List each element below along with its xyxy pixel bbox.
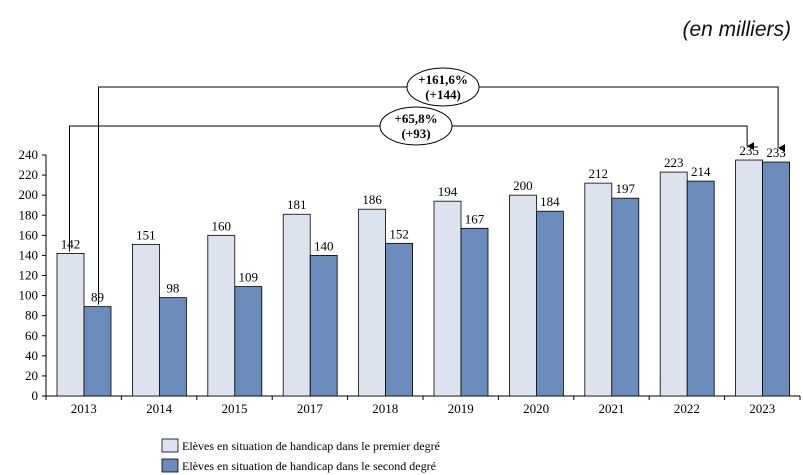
legend-swatch-2 bbox=[161, 458, 179, 473]
bar-series-1 bbox=[282, 213, 311, 397]
x-tick-label: 2013 bbox=[71, 401, 97, 416]
data-label: 140 bbox=[314, 238, 334, 253]
legend-label-1: Elèves en situation de handicap dans le … bbox=[182, 439, 440, 453]
x-tick-label: 2015 bbox=[222, 401, 248, 416]
data-label: 223 bbox=[664, 155, 684, 170]
bar-series-1 bbox=[56, 253, 85, 397]
x-tick-label: 2022 bbox=[674, 401, 700, 416]
data-label: 98 bbox=[166, 281, 179, 296]
x-tick-label: 2014 bbox=[146, 401, 173, 416]
bar-series-2 bbox=[536, 210, 564, 397]
data-label: 142 bbox=[61, 236, 81, 251]
data-label: 235 bbox=[739, 143, 759, 158]
data-label: 184 bbox=[540, 194, 560, 209]
y-tick-label: 0 bbox=[32, 388, 39, 403]
y-tick-label: 80 bbox=[25, 308, 38, 323]
x-tick-label: 2021 bbox=[599, 401, 625, 416]
y-tick-label: 240 bbox=[19, 147, 39, 162]
annotations: +161,6%(+144) +65,8%(+93) bbox=[69, 67, 786, 305]
y-tick-label: 160 bbox=[19, 227, 39, 242]
data-label: 212 bbox=[589, 166, 609, 181]
bar-series-1 bbox=[659, 171, 688, 397]
data-label: 181 bbox=[287, 197, 307, 212]
bar-series-2 bbox=[309, 255, 338, 397]
y-tick-label: 120 bbox=[19, 268, 39, 283]
y-tick-label: 200 bbox=[19, 187, 39, 202]
legend-swatch-1 bbox=[161, 438, 179, 453]
data-label: 109 bbox=[239, 270, 259, 285]
data-label: 214 bbox=[691, 164, 711, 179]
x-tick-label: 2023 bbox=[749, 401, 775, 416]
bar-series-1 bbox=[735, 159, 763, 397]
data-label: 194 bbox=[438, 184, 458, 199]
y-tick-label: 20 bbox=[25, 368, 38, 383]
annotation-ellipse bbox=[379, 106, 453, 146]
bar-series-1 bbox=[508, 194, 537, 397]
data-label: 167 bbox=[465, 211, 485, 226]
bar-series-1 bbox=[433, 200, 462, 397]
bar-series-2 bbox=[385, 242, 414, 397]
data-label: 197 bbox=[616, 181, 636, 196]
y-tick-label: 40 bbox=[25, 348, 38, 363]
bar-series-1 bbox=[584, 182, 613, 397]
y-tick-label: 60 bbox=[25, 328, 38, 343]
y-tick-label: 220 bbox=[19, 167, 39, 182]
data-label: 186 bbox=[362, 192, 382, 207]
bar-series-2 bbox=[611, 197, 640, 397]
bar-series-2 bbox=[460, 227, 489, 397]
data-label: 200 bbox=[513, 178, 533, 193]
annotation-absolute: (+144) bbox=[425, 87, 461, 102]
bars: 142 89 151 98 160 109 181 140 186 152 194 167 200 184… bbox=[56, 143, 790, 397]
y-tick-label: 100 bbox=[19, 288, 39, 303]
annotation-absolute: (+93) bbox=[401, 126, 430, 141]
data-label: 89 bbox=[91, 290, 104, 305]
legend: Elèves en situation de handicap dans le … bbox=[161, 438, 440, 473]
bar-series-2 bbox=[83, 306, 112, 397]
data-label: 152 bbox=[389, 226, 409, 241]
annotation-percent: +65,8% bbox=[394, 111, 437, 126]
bar-series-2 bbox=[686, 180, 715, 397]
bar-series-1 bbox=[358, 208, 387, 397]
bar-series-2 bbox=[158, 297, 187, 397]
x-tick-label: 2020 bbox=[523, 401, 549, 416]
y-tick-label: 140 bbox=[19, 247, 39, 262]
y-tick-label: 180 bbox=[19, 207, 39, 222]
legend-label-2: Elèves en situation de handicap dans le … bbox=[182, 459, 436, 473]
annotation-percent: +161,6% bbox=[418, 72, 468, 87]
unit-note: (en milliers) bbox=[682, 18, 791, 41]
bar-series-1 bbox=[131, 243, 160, 397]
data-label: 151 bbox=[136, 227, 156, 242]
data-label: 160 bbox=[212, 218, 232, 233]
data-label: 233 bbox=[766, 145, 786, 160]
bar-series-2 bbox=[234, 286, 263, 397]
bar-series-1 bbox=[207, 234, 236, 397]
annotation-ellipse bbox=[406, 67, 480, 107]
x-tick-label: 2019 bbox=[448, 401, 474, 416]
axes: 0 20 40 60 80 100 120 140 160 180 200 220 240 2013 201… bbox=[19, 147, 801, 416]
x-tick-label: 2017 bbox=[297, 401, 324, 416]
bar-series-2 bbox=[762, 161, 790, 397]
x-tick-label: 2018 bbox=[372, 401, 398, 416]
